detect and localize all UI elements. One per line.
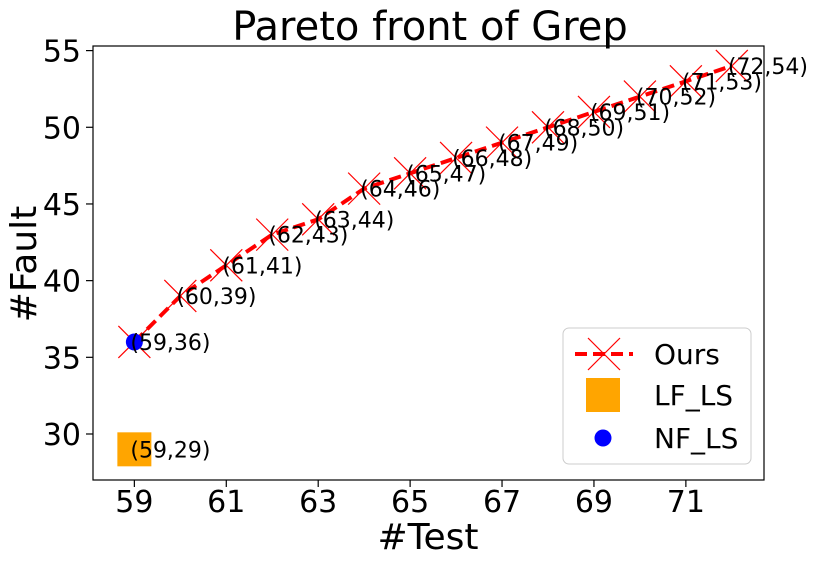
series-layer bbox=[117, 49, 749, 467]
legend-label: Ours bbox=[654, 338, 720, 371]
point-annotation: (63,44) bbox=[314, 208, 394, 233]
ours-marker-stroke bbox=[623, 80, 657, 114]
ours-marker-stroke bbox=[577, 95, 611, 129]
ours-marker-stroke bbox=[393, 156, 427, 190]
ours-point bbox=[347, 172, 381, 206]
x-tick-label: 69 bbox=[575, 485, 613, 520]
ours-point bbox=[393, 156, 427, 190]
nf-ls-point bbox=[125, 333, 143, 351]
point-annotation: (71,53) bbox=[682, 70, 762, 95]
ours-marker-stroke bbox=[715, 49, 749, 83]
x-tick-label: 71 bbox=[667, 485, 705, 520]
y-axis-label: #Fault bbox=[4, 206, 45, 323]
ours-marker-stroke bbox=[485, 126, 519, 160]
y-tick-label: 30 bbox=[43, 418, 81, 453]
ours-point bbox=[531, 110, 565, 144]
x-tick-label: 63 bbox=[299, 485, 337, 520]
y-tick-label: 35 bbox=[43, 341, 81, 376]
y-tick-label: 50 bbox=[43, 111, 81, 146]
x-axis-label: #Test bbox=[377, 517, 478, 558]
y-tick-label: 40 bbox=[43, 265, 81, 300]
ours-series-line bbox=[132, 64, 733, 344]
point-annotation: (69,51) bbox=[590, 101, 670, 126]
ours-marker-stroke bbox=[531, 110, 565, 144]
ours-point bbox=[577, 95, 611, 129]
legend-label: LF_LS bbox=[654, 379, 733, 412]
chart-title: Pareto front of Grep bbox=[232, 4, 628, 50]
legend-lf-ls-marker bbox=[586, 378, 620, 412]
ours-point bbox=[163, 279, 197, 313]
plot-area bbox=[92, 45, 765, 481]
point-annotation: (67,49) bbox=[498, 132, 578, 157]
ours-point bbox=[301, 202, 335, 236]
point-annotation: (60,39) bbox=[176, 285, 256, 310]
ours-marker-stroke bbox=[301, 202, 335, 236]
legend-nf-ls-marker bbox=[594, 429, 612, 447]
legend: Ours LF_LS NF_LS bbox=[562, 327, 752, 465]
x-axis: 59 61 63 65 67 69 71 bbox=[115, 480, 705, 520]
y-tick-label: 45 bbox=[43, 188, 81, 223]
ours-point bbox=[485, 126, 519, 160]
y-tick-label: 55 bbox=[43, 35, 81, 70]
x-tick-label: 59 bbox=[115, 485, 153, 520]
point-annotation: (68,50) bbox=[544, 116, 624, 141]
y-axis: 30 35 40 45 50 55 bbox=[43, 35, 93, 453]
point-annotation: (59,29) bbox=[130, 438, 210, 463]
ours-point bbox=[255, 218, 289, 252]
point-annotation: (64,46) bbox=[360, 178, 440, 203]
point-annotation: (62,43) bbox=[268, 224, 348, 249]
legend-label: NF_LS bbox=[654, 422, 738, 455]
x-tick-label: 65 bbox=[391, 485, 429, 520]
point-annotation: (59,36) bbox=[130, 331, 210, 356]
point-annotation: (65,47) bbox=[406, 162, 486, 187]
ours-point bbox=[669, 64, 703, 98]
ours-point bbox=[623, 80, 657, 114]
ours-point bbox=[715, 49, 749, 83]
annotation-layer: (59,36) (60,39) (61,41) (62,43)(63,44) (64,4… bbox=[130, 55, 808, 463]
ours-marker-stroke bbox=[209, 248, 243, 282]
point-annotation: (72,54) bbox=[728, 55, 808, 80]
point-annotation: (66,48) bbox=[452, 147, 532, 172]
ours-marker-stroke bbox=[163, 279, 197, 313]
ours-marker-stroke bbox=[669, 64, 703, 98]
legend-box bbox=[562, 327, 752, 465]
point-annotation: (61,41) bbox=[222, 254, 302, 279]
ours-marker-stroke bbox=[255, 218, 289, 252]
ours-point bbox=[209, 248, 243, 282]
x-tick-label: 67 bbox=[483, 485, 521, 520]
lf-ls-point bbox=[117, 432, 152, 467]
point-annotation: (70,52) bbox=[636, 86, 716, 111]
ours-marker-stroke bbox=[439, 141, 473, 175]
ours-point bbox=[439, 141, 473, 175]
ours-marker-stroke bbox=[347, 172, 381, 206]
legend-ours-marker-stroke bbox=[587, 337, 621, 371]
x-tick-label: 61 bbox=[207, 485, 245, 520]
